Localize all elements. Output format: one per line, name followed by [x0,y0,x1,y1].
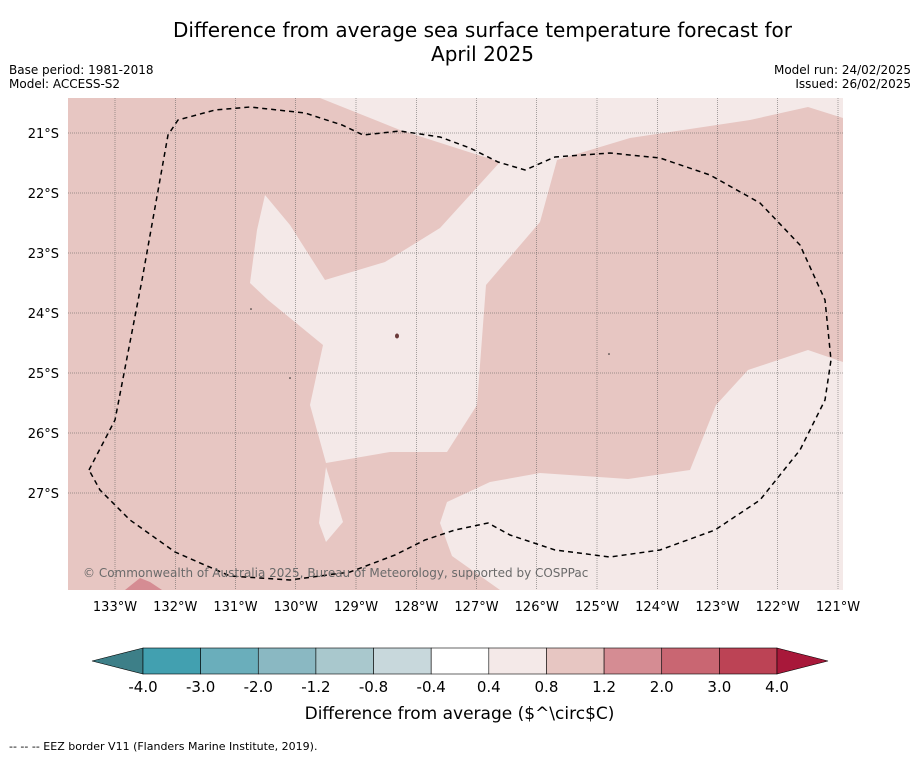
longitude-label: 126°W [515,600,559,615]
anomaly-region-0.4-0.8-north [250,98,843,463]
longitude-label: 129°W [334,600,378,615]
colorbar-swatch [200,647,259,675]
colorbar-tick-label: -3.0 [186,678,215,696]
colorbar-swatch [661,647,720,675]
colorbar-tick-label: 1.2 [592,678,616,696]
run-info-right: Model run: 24/02/2025 Issued: 26/02/2025 [774,63,911,91]
small-island [608,353,610,355]
anomaly-region-0.4-0.8-tongue [319,467,343,542]
colorbar-swatch [315,647,374,675]
longitude-label: 123°W [695,600,739,615]
colorbar-swatch [430,647,490,675]
longitude-label: 125°W [575,600,619,615]
latitude-label: 25°S [28,367,59,382]
longitude-label: 131°W [213,600,257,615]
colorbar-swatch [142,647,201,675]
model-run-date: Model run: 24/02/2025 [773,63,911,77]
colorbar-tick-label: 0.8 [535,678,559,696]
latitude-label: 23°S [28,247,59,262]
colorbar-tick-label: -0.4 [417,678,446,696]
eez-legend-note: -- -- -- EEZ border V11 (Flanders Marine… [9,740,318,753]
colorbar-swatch [488,647,547,675]
colorbar-tick-label: 0.4 [477,678,501,696]
colorbar-extend-low [91,647,144,675]
colorbar-swatch [603,647,663,675]
longitude-label: 130°W [274,600,318,615]
run-info-left: Base period: 1981-2018 Model: ACCESS-S2 [9,63,154,91]
latitude-label: 22°S [28,187,59,202]
colorbar-label-text: Difference from average ($^\circ$C) [304,704,615,724]
small-island [395,333,399,339]
colorbar-tick-label: 4.0 [765,678,789,696]
colorbar-tick-label: -4.0 [128,678,157,696]
colorbar-swatches [142,647,778,675]
colorbar-tick-label: 3.0 [707,678,731,696]
colorbar-tick-label: -0.8 [359,678,388,696]
latitude-labels: 21°S 22°S 23°S 24°S 25°S 26°S 27°S [28,127,59,502]
longitude-label: 121°W [816,600,860,615]
map-title: Difference from average sea surface temp… [80,18,885,66]
colorbar-tick-label: -2.0 [244,678,273,696]
model-name: Model: ACCESS-S2 [9,77,121,91]
colorbar-tick-labels: -4.0 -3.0 -2.0 -1.2 -0.8 -0.4 0.4 0.8 1.2 2.0 3.0 4… [128,678,789,696]
colorbar-tick-label: 2.0 [650,678,674,696]
small-island [250,308,252,310]
longitude-label: 128°W [394,600,438,615]
anomaly-region-0.4-0.8-south [440,350,843,590]
colorbar-label: Difference from average ($^\circ$C) [0,704,919,724]
title-line-1: Difference from average sea surface temp… [172,18,792,42]
colorbar-swatch [719,647,778,675]
colorbar-tick-label: -1.2 [301,678,330,696]
colorbar-extend-high [776,647,829,675]
longitude-gridlines [114,98,839,590]
small-island [289,377,291,379]
longitude-label: 127°W [454,600,498,615]
latitude-label: 27°S [28,487,59,502]
latitude-label: 26°S [28,427,59,442]
longitude-label: 132°W [153,600,197,615]
copyright-notice: © Commonwealth of Australia 2025, Bureau… [83,566,588,580]
longitude-label: 133°W [93,600,137,615]
colorbar: -4.0 -3.0 -2.0 -1.2 -0.8 -0.4 0.4 0.8 1.2 2.0 3.0 4… [91,647,829,696]
base-period: Base period: 1981-2018 [9,63,154,77]
colorbar-swatch [546,647,605,675]
anomaly-region-1.2-2.0 [125,578,162,590]
latitude-label: 24°S [28,307,59,322]
colorbar-swatch [257,647,317,675]
latitude-label: 21°S [28,127,59,142]
longitude-label: 122°W [756,600,800,615]
title-line-2: April 2025 [431,42,534,66]
issued-date: Issued: 26/02/2025 [795,77,911,91]
longitude-labels: 133°W 132°W 131°W 130°W 129°W 128°W 127°W 126°W… [93,600,860,615]
sst-anomaly-map: © Commonwealth of Australia 2025, Bureau… [68,98,843,590]
colorbar-swatch [373,647,432,675]
longitude-label: 124°W [635,600,679,615]
